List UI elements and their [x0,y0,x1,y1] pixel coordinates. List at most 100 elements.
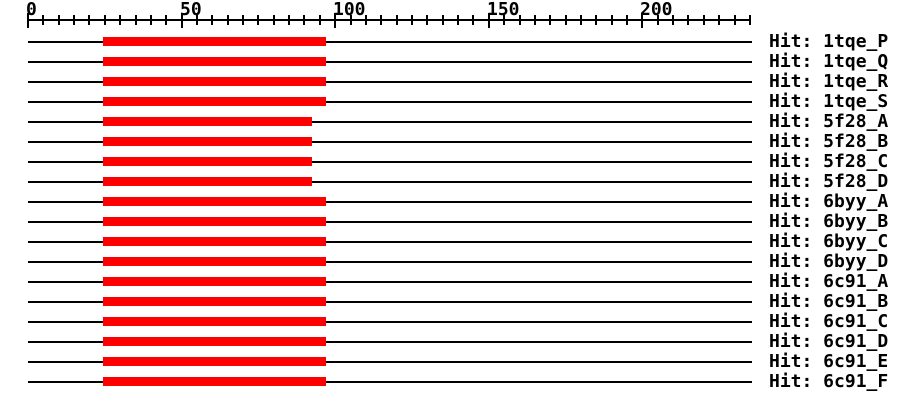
query-line [28,181,752,183]
query-line [28,121,752,123]
ruler-minor-tick [165,15,167,25]
alignment-span-bar [103,357,326,366]
ruler-tick-label-150: 150 [487,0,520,20]
ruler-minor-tick [657,15,659,25]
ruler-tick-label-0: 0 [26,0,37,20]
query-line [28,201,752,203]
ruler-minor-tick [380,15,382,25]
alignment-span-bar [103,77,326,86]
ruler-tick-label-100: 100 [333,0,366,20]
ruler-minor-tick [242,15,244,25]
ruler-minor-tick [718,15,720,25]
hit-label: Hit: 6byy_A [769,191,889,212]
ruler-minor-tick [257,15,259,25]
query-line [28,61,752,63]
alignment-span-bar [103,97,326,106]
ruler-minor-tick [549,15,551,25]
hit-label: Hit: 6byy_D [769,251,889,272]
ruler-minor-tick [687,15,689,25]
ruler-minor-tick [442,15,444,25]
alignment-span-bar [103,57,326,66]
ruler-minor-tick [227,15,229,25]
hit-label: Hit: 1tqe_R [769,71,889,92]
alignment-span-bar [103,237,326,246]
alignment-span-bar [103,217,326,226]
query-line [28,281,752,283]
ruler-minor-tick [411,15,413,25]
ruler-minor-tick [288,15,290,25]
query-line [28,221,752,223]
alignment-span-bar [103,177,312,186]
alignment-span-bar [103,257,326,266]
query-line [28,101,752,103]
ruler-minor-tick [534,15,536,25]
query-line [28,41,752,43]
ruler-minor-tick [319,15,321,25]
hit-label: Hit: 1tqe_Q [769,51,889,72]
ruler-minor-tick [580,15,582,25]
ruler-major-tick [488,13,490,28]
query-line [28,261,752,263]
alignment-span-bar [103,117,312,126]
ruler-minor-tick [734,15,736,25]
ruler-minor-tick [196,15,198,25]
hit-label: Hit: 1tqe_S [769,91,889,112]
ruler-major-tick [27,13,29,28]
query-line [28,161,752,163]
ruler-minor-tick [672,15,674,25]
ruler-minor-tick [42,15,44,25]
ruler-minor-tick [426,15,428,25]
ruler-minor-tick [626,15,628,25]
alignment-span-bar [103,317,326,326]
ruler-minor-tick [365,15,367,25]
ruler-minor-tick [611,15,613,25]
alignment-span-bar [103,297,326,306]
alignment-span-bar [103,37,326,46]
query-line [28,381,752,383]
query-line [28,241,752,243]
ruler-major-tick [334,13,336,28]
query-line [28,301,752,303]
hit-label: Hit: 6byy_B [769,211,889,232]
query-line [28,341,752,343]
ruler-minor-tick [303,15,305,25]
hit-label: Hit: 6c91_B [769,291,889,312]
ruler-minor-tick [58,15,60,25]
hit-label: Hit: 5f28_B [769,131,889,152]
ruler-minor-tick [457,15,459,25]
query-line [28,321,752,323]
ruler-major-tick [181,13,183,28]
ruler-minor-tick [150,15,152,25]
alignment-span-bar [103,337,326,346]
alignment-span-bar [103,197,326,206]
ruler-tick-label-50: 50 [180,0,202,20]
alignment-span-bar [103,377,326,386]
ruler-minor-tick [350,15,352,25]
ruler-axis-line [28,19,750,21]
hit-label: Hit: 6byy_C [769,231,889,252]
hit-label: Hit: 5f28_A [769,111,889,132]
ruler-minor-tick [119,15,121,25]
ruler-minor-tick [749,15,751,25]
ruler-minor-tick [135,15,137,25]
ruler-major-tick [641,13,643,28]
ruler-minor-tick [565,15,567,25]
ruler-minor-tick [703,15,705,25]
hit-label: Hit: 1tqe_P [769,31,889,52]
hit-label: Hit: 6c91_C [769,311,889,332]
alignment-span-bar [103,157,312,166]
ruler-minor-tick [211,15,213,25]
ruler-minor-tick [273,15,275,25]
ruler-tick-label-200: 200 [640,0,673,20]
ruler-minor-tick [472,15,474,25]
hit-label: Hit: 6c91_A [769,271,889,292]
query-line [28,361,752,363]
hit-label: Hit: 5f28_D [769,171,889,192]
query-line [28,141,752,143]
hit-label: Hit: 6c91_F [769,371,889,392]
ruler-minor-tick [73,15,75,25]
ruler-minor-tick [503,15,505,25]
alignment-span-bar [103,137,312,146]
ruler-minor-tick [595,15,597,25]
